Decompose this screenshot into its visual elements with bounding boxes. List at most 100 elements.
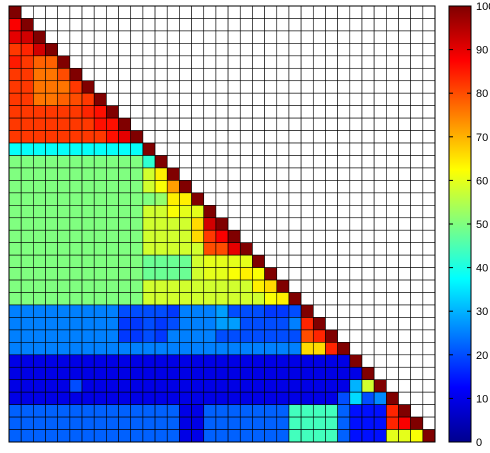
empty-cell xyxy=(398,43,411,57)
empty-cell xyxy=(264,43,278,57)
heatmap-cell xyxy=(57,67,71,82)
heatmap-cell xyxy=(81,155,95,169)
heatmap-cell xyxy=(191,304,205,318)
heatmap-cell xyxy=(142,242,156,256)
heatmap-cell xyxy=(8,329,22,343)
empty-cell xyxy=(300,254,314,268)
colorbar-tick-label: 100 xyxy=(476,1,490,13)
empty-cell xyxy=(130,55,144,69)
heatmap-cell xyxy=(93,242,107,256)
heatmap-cell xyxy=(81,391,95,405)
heatmap-cell xyxy=(276,366,290,381)
empty-cell xyxy=(239,167,253,181)
empty-cell xyxy=(410,292,424,306)
empty-cell xyxy=(300,55,314,69)
empty-cell xyxy=(300,92,314,106)
heatmap-cell xyxy=(20,92,34,106)
empty-cell xyxy=(191,167,205,181)
empty-cell xyxy=(227,205,241,219)
empty-cell xyxy=(373,130,387,144)
empty-cell xyxy=(422,404,436,418)
empty-cell xyxy=(361,67,375,82)
heatmap-cell xyxy=(154,342,168,356)
empty-cell xyxy=(349,167,363,181)
heatmap-cell xyxy=(57,155,71,169)
empty-cell xyxy=(349,80,363,94)
empty-cell xyxy=(276,43,290,57)
empty-cell xyxy=(337,217,351,231)
empty-cell xyxy=(57,18,71,32)
empty-cell xyxy=(191,18,205,32)
heatmap-cell xyxy=(69,429,83,443)
heatmap-cell xyxy=(142,180,156,194)
empty-cell xyxy=(422,267,436,281)
heatmap-cell xyxy=(8,130,22,144)
heatmap-cell xyxy=(130,254,144,268)
heatmap-cell xyxy=(45,404,58,418)
heatmap-cell xyxy=(203,429,217,443)
colorbar-tick-label: 30 xyxy=(476,306,488,318)
empty-cell xyxy=(422,229,436,243)
empty-cell xyxy=(312,167,326,181)
empty-cell xyxy=(106,55,119,69)
heatmap-cell xyxy=(227,279,241,293)
heatmap-cell xyxy=(81,416,95,430)
heatmap-cell xyxy=(239,292,253,306)
heatmap-cell xyxy=(57,105,71,119)
empty-cell xyxy=(300,267,314,281)
empty-cell xyxy=(288,180,302,194)
empty-cell xyxy=(398,192,411,206)
heatmap-cell xyxy=(349,429,363,443)
empty-cell xyxy=(154,130,168,144)
heatmap-cell xyxy=(215,254,229,268)
heatmap-cell xyxy=(20,391,34,405)
empty-cell xyxy=(276,130,290,144)
heatmap-cell xyxy=(33,180,46,194)
heatmap-cell xyxy=(325,366,338,381)
heatmap-cell xyxy=(179,229,192,243)
heatmap-cell xyxy=(33,43,46,57)
heatmap-cell xyxy=(81,180,95,194)
heatmap-cell xyxy=(20,279,34,293)
empty-cell xyxy=(93,30,107,44)
empty-cell xyxy=(337,67,351,82)
heatmap-cell xyxy=(20,317,34,331)
heatmap-cell xyxy=(118,180,132,194)
empty-cell xyxy=(252,80,265,94)
heatmap-cell xyxy=(93,354,107,368)
heatmap-cell xyxy=(142,416,156,430)
heatmap-cell xyxy=(20,30,34,44)
heatmap-cell xyxy=(142,342,156,356)
empty-cell xyxy=(142,67,156,82)
heatmap-cell xyxy=(337,342,351,356)
heatmap-cell xyxy=(300,366,314,381)
heatmap-cell xyxy=(154,354,168,368)
heatmap-cell xyxy=(312,342,326,356)
empty-cell xyxy=(386,279,399,293)
heatmap-cell xyxy=(166,304,180,318)
empty-cell xyxy=(312,80,326,94)
heatmap-cell xyxy=(57,55,71,69)
empty-cell xyxy=(422,5,436,19)
heatmap-cell xyxy=(57,229,71,243)
empty-cell xyxy=(276,229,290,243)
heatmap-cell xyxy=(93,429,107,443)
empty-cell xyxy=(373,105,387,119)
empty-cell xyxy=(69,30,83,44)
heatmap-cell xyxy=(252,342,265,356)
empty-cell xyxy=(239,217,253,231)
empty-cell xyxy=(203,5,217,19)
heatmap-cell xyxy=(191,292,205,306)
heatmap-cell xyxy=(166,391,180,405)
heatmap-cell xyxy=(154,217,168,231)
heatmap-cell xyxy=(179,267,192,281)
heatmap-cell xyxy=(130,242,144,256)
empty-cell xyxy=(179,167,192,181)
heatmap-cell xyxy=(203,279,217,293)
empty-cell xyxy=(410,155,424,169)
heatmap-cell xyxy=(410,416,424,430)
empty-cell xyxy=(45,30,58,44)
empty-cell xyxy=(312,55,326,69)
empty-cell xyxy=(398,142,411,156)
heatmap-cell xyxy=(191,242,205,256)
